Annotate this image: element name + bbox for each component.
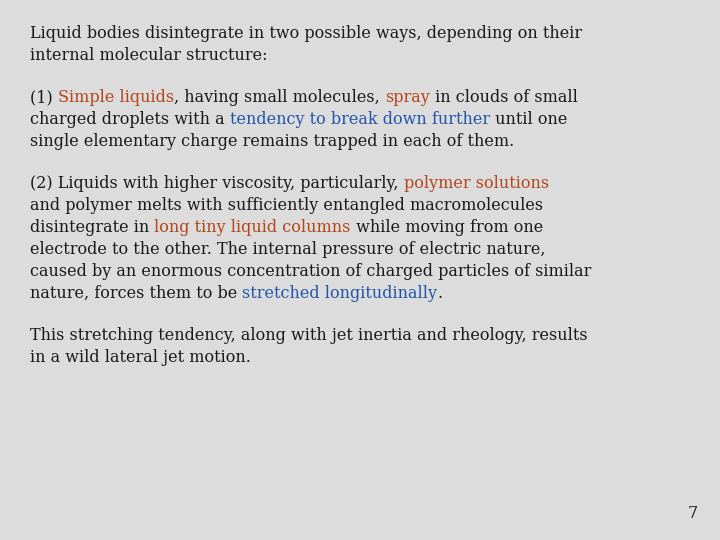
Text: disintegrate in: disintegrate in: [30, 219, 154, 236]
Text: (1): (1): [30, 89, 58, 106]
Text: stretched longitudinally: stretched longitudinally: [243, 285, 437, 302]
Text: internal molecular structure:: internal molecular structure:: [30, 47, 268, 64]
Text: while moving from one: while moving from one: [351, 219, 543, 236]
Text: electrode to the other. The internal pressure of electric nature,: electrode to the other. The internal pre…: [30, 241, 546, 258]
Text: , having small molecules,: , having small molecules,: [174, 89, 385, 106]
Text: (2) Liquids with higher viscosity, particularly,: (2) Liquids with higher viscosity, parti…: [30, 175, 404, 192]
Text: in a wild lateral jet motion.: in a wild lateral jet motion.: [30, 349, 251, 366]
Text: polymer solutions: polymer solutions: [404, 175, 549, 192]
Text: until one: until one: [490, 111, 567, 128]
Text: single elementary charge remains trapped in each of them.: single elementary charge remains trapped…: [30, 133, 514, 150]
Text: This stretching tendency, along with jet inertia and rheology, results: This stretching tendency, along with jet…: [30, 327, 588, 344]
Text: Simple liquids: Simple liquids: [58, 89, 174, 106]
Text: tendency to break down further: tendency to break down further: [230, 111, 490, 128]
Text: charged droplets with a: charged droplets with a: [30, 111, 230, 128]
Text: in clouds of small: in clouds of small: [430, 89, 577, 106]
Text: long tiny liquid columns: long tiny liquid columns: [154, 219, 351, 236]
Text: .: .: [437, 285, 443, 302]
Text: nature, forces them to be: nature, forces them to be: [30, 285, 243, 302]
Text: spray: spray: [385, 89, 430, 106]
Text: and polymer melts with sufficiently entangled macromolecules: and polymer melts with sufficiently enta…: [30, 197, 543, 214]
Text: 7: 7: [688, 505, 698, 522]
Text: Liquid bodies disintegrate in two possible ways, depending on their: Liquid bodies disintegrate in two possib…: [30, 25, 582, 42]
Text: caused by an enormous concentration of charged particles of similar: caused by an enormous concentration of c…: [30, 263, 591, 280]
